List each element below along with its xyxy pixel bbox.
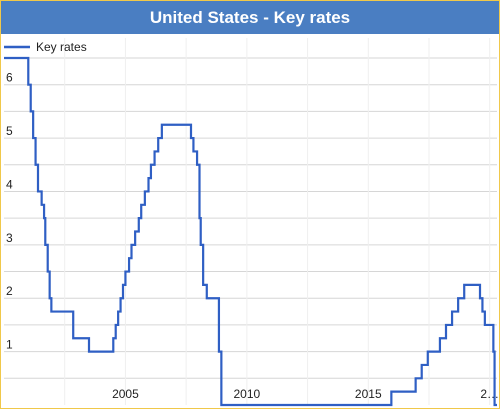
legend-label: Key rates [36, 40, 87, 54]
y-tick-label: 1 [6, 338, 13, 352]
grid-layer [4, 38, 497, 405]
chart-title: United States - Key rates [1, 1, 499, 34]
y-tick-label: 2 [6, 284, 13, 298]
x-tick-label: 2010 [234, 387, 261, 401]
x-tick-label: 2… [480, 387, 499, 401]
series-layer [4, 56, 497, 407]
x-tick-label: 2005 [112, 387, 139, 401]
y-tick-label: 6 [6, 71, 13, 85]
legend: Key rates [4, 40, 87, 54]
x-tick-label: 2015 [355, 387, 382, 401]
y-tick-label: 4 [6, 177, 13, 191]
y-tick-label: 5 [6, 124, 13, 138]
series-line-key-rates [4, 56, 497, 407]
y-tick-label: 3 [6, 231, 13, 245]
